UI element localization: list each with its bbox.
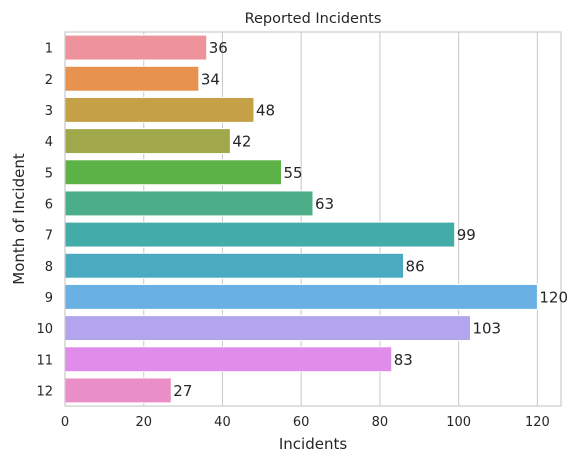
- y-tick-label: 4: [45, 135, 53, 150]
- data-label: 103: [472, 320, 501, 338]
- data-label: 83: [394, 351, 413, 369]
- plot-frame: [64, 31, 562, 407]
- data-labels: 36 34 48 42 55 63 99 86 120 103 83 27: [173, 39, 568, 400]
- bar-month-2: [64, 65, 200, 92]
- y-tick-label: 6: [45, 197, 53, 212]
- data-label: 55: [284, 164, 303, 182]
- bar-month-5: [64, 159, 283, 186]
- bar-month-7: [64, 221, 456, 248]
- y-tick-label: 3: [45, 104, 53, 119]
- gridlines: [64, 32, 538, 406]
- data-label: 27: [173, 382, 192, 400]
- bar-month-4: [64, 128, 231, 155]
- data-label: 63: [315, 195, 334, 213]
- bar-month-10: [64, 315, 471, 342]
- y-axis-label: Month of Incident: [10, 153, 28, 285]
- x-tick-label: 80: [372, 415, 389, 430]
- bar-month-12: [64, 377, 172, 404]
- x-tick-label: 100: [446, 415, 471, 430]
- y-tick-label: 5: [45, 166, 53, 181]
- data-label: 36: [209, 39, 228, 57]
- bar-month-9: [64, 283, 538, 310]
- x-tick-label: 40: [214, 415, 231, 430]
- y-tick-label: 2: [45, 73, 53, 88]
- y-tick-label: 10: [36, 322, 53, 337]
- y-tick-label: 7: [45, 229, 53, 244]
- x-tick-label: 20: [135, 415, 152, 430]
- chart-title: Reported Incidents: [245, 11, 382, 27]
- data-label: 34: [201, 70, 220, 88]
- y-tick-label: 11: [36, 353, 53, 368]
- x-tick-label: 120: [525, 415, 550, 430]
- y-tick-label: 1: [45, 42, 53, 57]
- x-axis-label: Incidents: [279, 435, 347, 453]
- x-tick-labels: 0 20 40 60 80 100 120: [61, 415, 550, 430]
- data-label: 42: [232, 133, 251, 151]
- bar-month-8: [64, 252, 405, 279]
- data-label: 99: [457, 226, 476, 244]
- data-label: 86: [406, 257, 425, 275]
- y-tick-label: 12: [36, 384, 53, 399]
- y-tick-label: 8: [45, 260, 53, 275]
- bar-month-11: [64, 346, 393, 373]
- bar-month-1: [64, 34, 208, 61]
- bar-month-6: [64, 190, 314, 217]
- bar-month-3: [64, 96, 255, 123]
- x-tick-label: 0: [61, 415, 69, 430]
- x-tick-label: 60: [293, 415, 310, 430]
- data-label: 48: [256, 101, 275, 119]
- y-tick-label: 9: [45, 291, 53, 306]
- data-label: 120: [539, 288, 568, 306]
- bars: [64, 34, 538, 404]
